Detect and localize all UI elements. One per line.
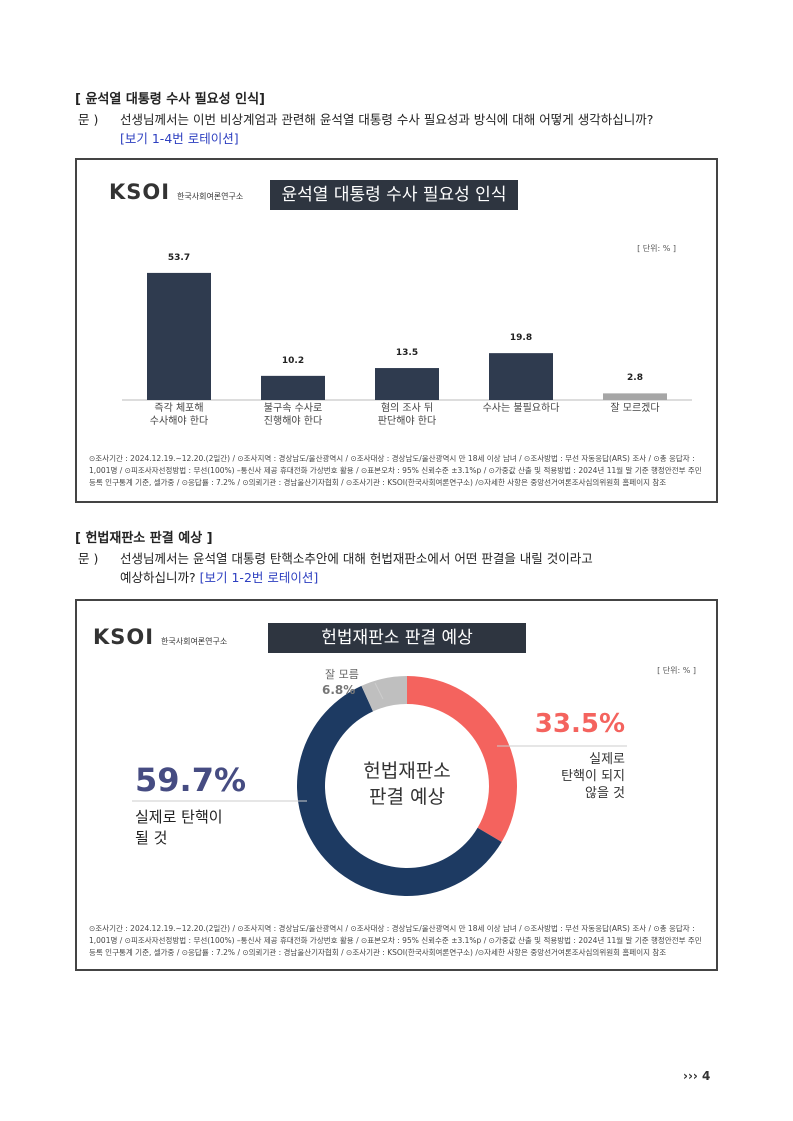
question-line: 선생님께서는 윤석열 대통령 탄핵소추안에 대해 헌법재판소에서 어떤 판결을 …	[120, 549, 720, 568]
unit-label: [ 단위: % ]	[657, 666, 696, 675]
page-marker: ›››	[683, 1069, 698, 1083]
donut-slice	[361, 676, 407, 712]
value-label: 59.7%	[135, 761, 247, 799]
rotation: [보기 1-4번 로테이션]	[120, 131, 239, 146]
question: 선생님께서는 이번 비상계엄과 관련해 윤석열 대통령 수사 필요성과 방식에 …	[120, 110, 720, 148]
category-label: 실제로 탄핵이 되지 않을 것	[561, 752, 625, 801]
value-label: 6.8%	[322, 683, 356, 697]
bar	[375, 368, 439, 400]
center-label: 헌법재판소 판결 예상	[363, 760, 451, 808]
logo: KSOI	[109, 180, 171, 204]
question-label: 문 )	[78, 551, 99, 566]
source-note: ⊙조사기간 : 2024.12.19.~12.20.(2일간) / ⊙조사지역 …	[89, 454, 702, 487]
page-number-text: 4	[702, 1069, 711, 1083]
chart	[132, 676, 627, 896]
logo: KSOI	[93, 625, 155, 649]
donut-slice	[296, 685, 502, 896]
category-label: 혐의 조사 뒤 판단해야 한다	[377, 403, 437, 427]
category-label: 불구속 수사로 진행해야 한다	[263, 403, 323, 427]
chart-card: KSOI 한국사회여론연구소 윤석열 대통령 수사 필요성 인식 [ 단위: % ] ⊙…	[75, 158, 718, 503]
data-label: 53.7	[167, 252, 191, 263]
category-label: 잘 모름	[325, 668, 359, 681]
category-label: 즉각 체포해 수사해야 한다	[149, 403, 209, 427]
chart-card: KSOI 한국사회여론연구소 헌법재판소 판결 예상[ 단위: % ] ⊙조사기간 :…	[75, 599, 718, 971]
logo-subtitle: 한국사회여론연구소	[161, 637, 228, 646]
rotation: [보기 1-2번 로테이션]	[199, 570, 319, 585]
leader-line	[374, 682, 384, 700]
data-label: 2.8	[627, 373, 643, 384]
rotation-line: [보기 1-4번 로테이션]	[120, 129, 720, 148]
question-text: 선생님께서는 윤석열 대통령 탄핵소추안에 대해 헌법재판소에서 어떤 판결을 …	[120, 551, 593, 566]
value-label: 33.5%	[534, 709, 625, 739]
question-text: 선생님께서는 이번 비상계엄과 관련해 윤석열 대통령 수사 필요성과 방식에 …	[120, 112, 654, 127]
bar	[261, 375, 325, 400]
page-number: ››› 4	[683, 1069, 710, 1083]
section-heading: [ 헌법재판소 판결 예상 ]	[75, 531, 213, 546]
category-label: 잘 모르겠다	[610, 403, 660, 414]
data-label: 13.5	[395, 348, 419, 359]
category-label: 실제로 탄핵이 될 것	[135, 808, 223, 847]
donut-slice	[407, 676, 517, 842]
unit-label: [ 단위: % ]	[637, 244, 676, 253]
bar	[147, 272, 211, 400]
bar	[603, 393, 667, 400]
question: 선생님께서는 윤석열 대통령 탄핵소추안에 대해 헌법재판소에서 어떤 판결을 …	[120, 549, 720, 587]
question-label: 문 )	[78, 112, 99, 127]
category-label: 수사는 불필요하다	[482, 403, 560, 414]
question-line: 예상하십니까? [보기 1-2번 로테이션]	[120, 568, 720, 587]
chart-title: 윤석열 대통령 수사 필요성 인식	[270, 180, 518, 210]
data-label: 19.8	[509, 333, 533, 344]
chart	[122, 272, 692, 401]
bar	[489, 353, 553, 400]
logo-subtitle: 한국사회여론연구소	[177, 192, 244, 201]
chart-title: 헌법재판소 판결 예상	[268, 623, 526, 653]
question-line: 선생님께서는 이번 비상계엄과 관련해 윤석열 대통령 수사 필요성과 방식에 …	[120, 110, 720, 129]
section-heading: [ 윤석열 대통령 수사 필요성 인식]	[75, 92, 265, 107]
question-text: 예상하십니까?	[120, 570, 196, 585]
data-label: 10.2	[281, 355, 305, 366]
source-note: ⊙조사기간 : 2024.12.19.~12.20.(2일간) / ⊙조사지역 …	[89, 924, 702, 957]
